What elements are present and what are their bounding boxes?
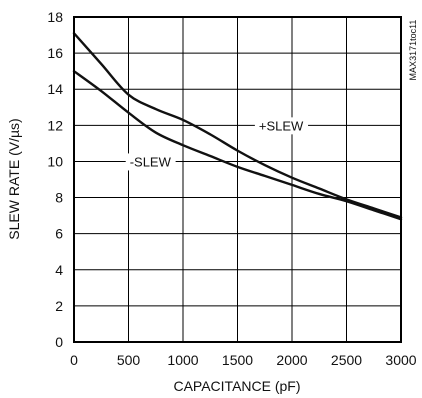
annotations: +SLEW -SLEW — [125, 117, 309, 171]
x-tick-label-1: 500 — [117, 352, 141, 368]
x-tick-label-0: 0 — [70, 352, 78, 368]
y-tick-label-3: 6 — [55, 226, 63, 242]
series-label-background — [254, 117, 309, 135]
series-label-background — [125, 153, 176, 171]
y-tick-label-4: 8 — [55, 190, 63, 206]
y-tick-label-6: 12 — [47, 117, 63, 133]
x-tick-label-2: 1000 — [167, 352, 198, 368]
grid-lines — [73, 16, 402, 343]
y-axis-title: SLEW RATE (V/µs) — [6, 118, 22, 239]
x-axis-title: CAPACITANCE (pF) — [173, 378, 300, 394]
series-line-plus-slew — [72, 32, 403, 219]
series-lines — [72, 32, 403, 221]
y-tick-label-9: 18 — [47, 9, 63, 25]
y-tick-label-7: 14 — [47, 81, 63, 97]
x-tick-label-3: 1500 — [222, 352, 253, 368]
x-tick-labels: 0 500 1000 1500 2000 2500 3000 — [70, 352, 417, 368]
series-line-minus-slew — [72, 69, 403, 221]
plot-frame — [73, 16, 402, 343]
series-label-minus-slew: -SLEW — [130, 154, 172, 169]
x-tick-label-4: 2000 — [276, 352, 307, 368]
x-tick-label-5: 2500 — [331, 352, 362, 368]
y-tick-label-1: 2 — [55, 298, 63, 314]
y-tick-labels: 0 2 4 6 8 10 12 14 16 18 — [47, 9, 63, 350]
y-tick-label-8: 16 — [47, 45, 63, 61]
y-tick-label-2: 4 — [55, 262, 63, 278]
x-tick-label-6: 3000 — [385, 352, 416, 368]
figure-code-label: MAX3171toc11 — [408, 20, 418, 81]
y-tick-label-5: 10 — [47, 153, 63, 169]
series-label-plus-slew: +SLEW — [259, 118, 304, 133]
y-tick-label-0: 0 — [55, 334, 63, 350]
